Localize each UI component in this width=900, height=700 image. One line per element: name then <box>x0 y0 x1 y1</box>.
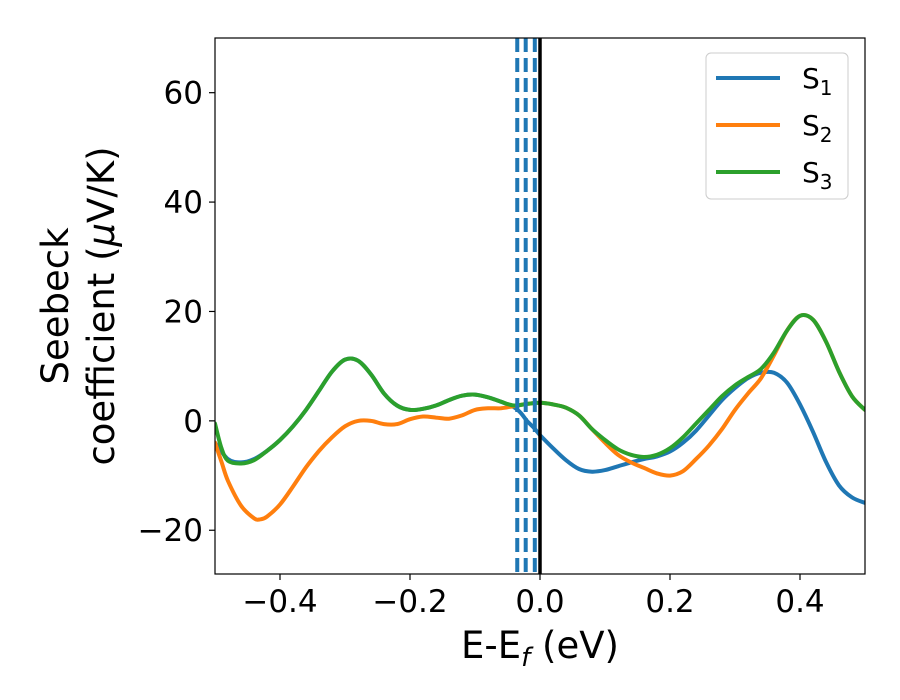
vline-layer <box>515 38 542 574</box>
legend-label-s1: S1 <box>802 62 833 100</box>
x-axis-title: E-Ef (eV) <box>461 624 619 673</box>
y-axis-ticks: −20 0 20 40 60 <box>138 76 215 549</box>
legend-label-s2: S2 <box>802 109 833 147</box>
y-tick-label: 60 <box>164 76 203 112</box>
x-tick-label: 0.2 <box>645 584 694 620</box>
legend-label-s3: S3 <box>802 156 833 194</box>
y-tick-label: −20 <box>138 513 203 549</box>
y-tick-label: 0 <box>183 404 203 440</box>
y-tick-label: 20 <box>164 294 203 330</box>
y-tick-label: 40 <box>164 185 203 221</box>
y-axis-title-line1: Seebeck <box>34 227 77 385</box>
x-tick-label: 0.4 <box>775 584 824 620</box>
y-axis-title-line2: coefficient (μV/K) <box>80 146 123 465</box>
x-tick-label: −0.4 <box>242 584 317 620</box>
legend: S1 S2 S3 <box>705 52 849 200</box>
y-axis-title: Seebeck coefficient (μV/K) <box>34 146 123 465</box>
x-tick-label: 0.0 <box>515 584 564 620</box>
x-tick-label: −0.2 <box>372 584 447 620</box>
x-axis-ticks: −0.4 −0.2 0.0 0.2 0.4 <box>242 574 825 620</box>
